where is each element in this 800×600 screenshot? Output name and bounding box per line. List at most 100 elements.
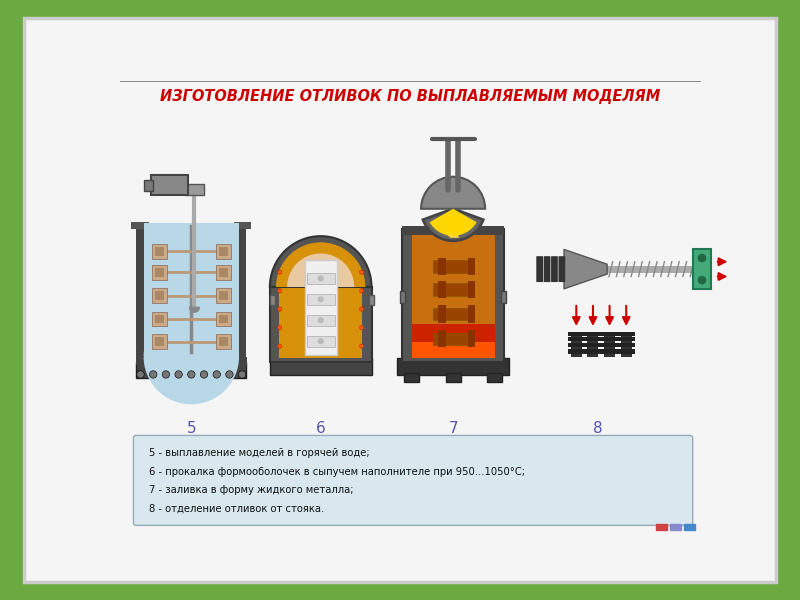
Bar: [501, 290, 506, 303]
Bar: [152, 244, 166, 259]
Bar: [446, 373, 461, 382]
Bar: [216, 334, 230, 349]
Bar: [216, 244, 230, 259]
Text: 8: 8: [593, 421, 602, 436]
Circle shape: [318, 338, 324, 344]
Bar: [136, 357, 247, 365]
Circle shape: [278, 271, 282, 274]
Wedge shape: [421, 177, 485, 209]
Circle shape: [698, 276, 706, 284]
Wedge shape: [143, 309, 239, 404]
Circle shape: [360, 271, 363, 274]
Bar: [152, 311, 166, 326]
Text: 7 - заливка в форму жидкого металла;: 7 - заливка в форму жидкого металла;: [150, 485, 354, 495]
Circle shape: [137, 371, 144, 378]
Bar: [601, 349, 618, 353]
Bar: [136, 223, 144, 365]
Bar: [438, 258, 446, 275]
Circle shape: [150, 371, 157, 378]
Text: 5: 5: [186, 421, 196, 436]
Bar: [601, 332, 618, 336]
Bar: [570, 334, 582, 357]
Circle shape: [278, 344, 282, 347]
Bar: [584, 343, 602, 347]
Bar: [438, 305, 446, 323]
Bar: [155, 315, 163, 323]
Bar: [434, 283, 473, 296]
Bar: [279, 287, 362, 358]
Circle shape: [162, 371, 170, 378]
Bar: [656, 524, 667, 530]
Bar: [402, 226, 504, 235]
Bar: [306, 335, 335, 347]
Bar: [438, 281, 446, 298]
Bar: [601, 337, 618, 341]
Bar: [618, 337, 635, 341]
Bar: [398, 358, 509, 375]
Circle shape: [698, 254, 706, 262]
Bar: [621, 334, 632, 357]
Text: 8 - отделение отливок от стояка.: 8 - отделение отливок от стояка.: [150, 504, 325, 514]
Circle shape: [359, 325, 364, 330]
Circle shape: [238, 371, 246, 378]
Bar: [618, 343, 635, 347]
Circle shape: [226, 371, 233, 378]
FancyBboxPatch shape: [551, 256, 558, 282]
Circle shape: [359, 307, 364, 311]
Wedge shape: [287, 253, 354, 287]
Bar: [152, 288, 166, 303]
Bar: [219, 268, 228, 277]
Bar: [468, 305, 475, 323]
Bar: [131, 221, 149, 229]
Bar: [487, 373, 502, 382]
Bar: [270, 358, 371, 375]
FancyBboxPatch shape: [536, 256, 543, 282]
Circle shape: [360, 289, 363, 292]
Bar: [216, 288, 230, 303]
Bar: [604, 334, 615, 357]
Bar: [694, 250, 710, 289]
Bar: [568, 343, 585, 347]
Bar: [305, 260, 337, 355]
Bar: [584, 349, 602, 353]
Wedge shape: [276, 242, 366, 287]
Bar: [584, 332, 602, 336]
Bar: [404, 373, 419, 382]
Bar: [468, 281, 475, 298]
Circle shape: [188, 371, 195, 378]
Bar: [584, 337, 602, 341]
Bar: [401, 290, 406, 303]
Bar: [434, 308, 473, 320]
Circle shape: [360, 326, 363, 329]
Circle shape: [213, 371, 221, 378]
Circle shape: [318, 296, 324, 302]
Circle shape: [278, 344, 282, 349]
Bar: [568, 349, 585, 353]
Circle shape: [278, 325, 282, 330]
Bar: [306, 315, 335, 326]
Bar: [411, 343, 494, 358]
FancyBboxPatch shape: [134, 436, 693, 526]
Bar: [238, 223, 246, 365]
Bar: [219, 315, 228, 323]
Text: 6: 6: [316, 421, 326, 436]
Wedge shape: [190, 307, 199, 312]
Wedge shape: [430, 209, 477, 236]
Bar: [568, 332, 585, 336]
Bar: [568, 337, 585, 341]
Polygon shape: [429, 227, 478, 238]
Bar: [216, 265, 230, 280]
Bar: [306, 273, 335, 284]
Bar: [216, 311, 230, 326]
Bar: [411, 324, 494, 358]
Text: 7: 7: [448, 421, 458, 436]
Circle shape: [278, 270, 282, 275]
Wedge shape: [423, 209, 483, 241]
Bar: [234, 221, 251, 229]
Circle shape: [359, 288, 364, 293]
Bar: [144, 180, 153, 191]
Circle shape: [200, 371, 208, 378]
Circle shape: [278, 307, 282, 311]
Bar: [219, 247, 228, 256]
Circle shape: [359, 270, 364, 275]
